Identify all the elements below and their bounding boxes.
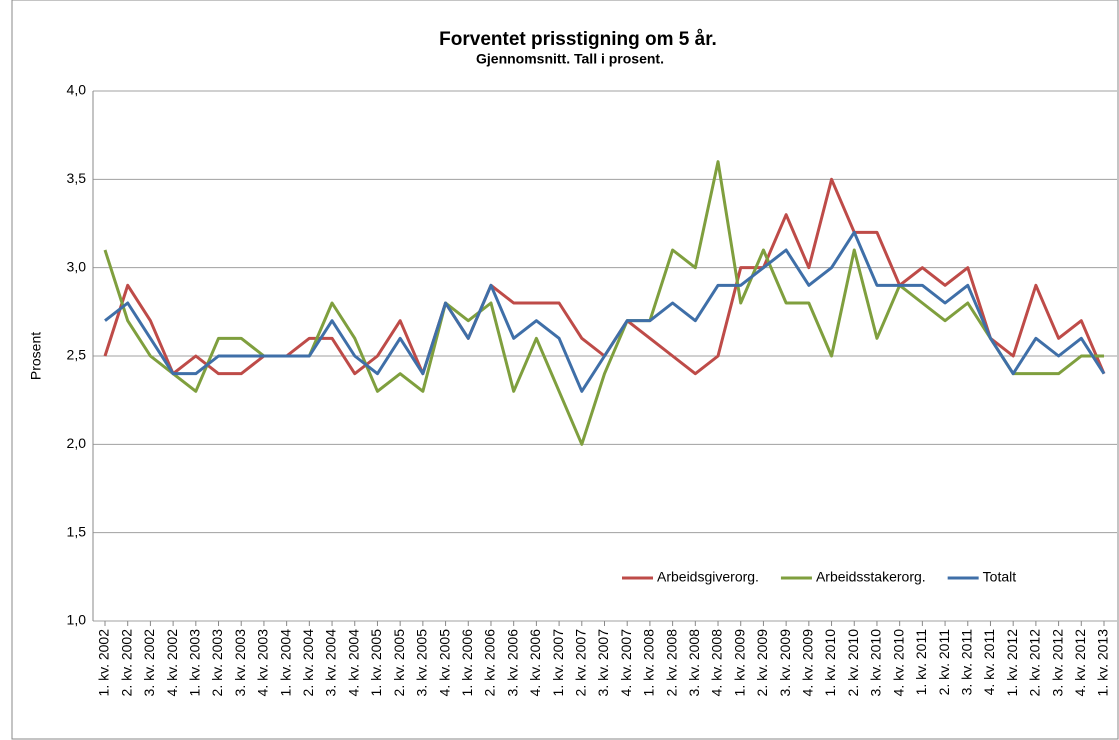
y-axis-label: Prosent	[28, 332, 44, 380]
x-tick-label: 4. kv. 2006	[527, 629, 543, 697]
x-tick-label: 2. kv. 2010	[845, 629, 861, 697]
x-tick-label: 2. kv. 2002	[118, 629, 134, 697]
x-tick-label: 2. kv. 2007	[572, 629, 588, 697]
x-tick-label: 3. kv. 2009	[777, 629, 793, 697]
x-tick-label: 3. kv. 2012	[1049, 629, 1065, 697]
x-tick-label: 1. kv. 2006	[459, 629, 475, 697]
chart-title: Forventet prisstigning om 5 år.	[439, 29, 717, 50]
x-tick-label: 3. kv. 2003	[232, 629, 248, 697]
x-tick-label: 2. kv. 2003	[209, 629, 225, 697]
x-tick-label: 2. kv. 2011	[936, 629, 952, 696]
legend-label: Arbeidsstakerorg.	[816, 569, 926, 585]
x-tick-label: 4. kv. 2005	[436, 629, 452, 697]
x-tick-label: 2. kv. 2008	[663, 629, 679, 697]
x-tick-label: 1. kv. 2010	[822, 629, 838, 697]
x-tick-label: 1. kv. 2005	[368, 629, 384, 697]
y-tick-label: 1,0	[67, 612, 87, 628]
x-tick-label: 3. kv. 2010	[868, 629, 884, 697]
x-tick-label: 3. kv. 2005	[414, 629, 430, 697]
x-tick-label: 1. kv. 2011	[913, 629, 929, 696]
x-tick-label: 1. kv. 2002	[96, 629, 112, 697]
legend-label: Totalt	[983, 569, 1017, 585]
x-tick-label: 1. kv. 2013	[1095, 629, 1111, 697]
x-tick-label: 1. kv. 2009	[731, 629, 747, 697]
y-tick-label: 3,0	[67, 258, 87, 274]
x-tick-label: 3. kv. 2006	[504, 629, 520, 697]
x-tick-label: 4. kv. 2007	[618, 629, 634, 697]
series-line	[104, 230, 1106, 393]
x-tick-label: 4. kv. 2010	[890, 629, 906, 697]
y-tick-label: 4,0	[67, 82, 87, 98]
x-tick-label: 1. kv. 2007	[550, 629, 566, 697]
x-tick-label: 3. kv. 2002	[141, 629, 157, 697]
x-tick-label: 1. kv. 2008	[641, 629, 657, 697]
legend-label: Arbeidsgiverorg.	[657, 569, 759, 585]
x-tick-label: 1. kv. 2003	[187, 629, 203, 697]
y-tick-label: 2,0	[67, 435, 87, 451]
x-tick-label: 2. kv. 2012	[1027, 629, 1043, 697]
x-tick-label: 4. kv. 2009	[800, 629, 816, 697]
x-tick-label: 2. kv. 2004	[300, 629, 316, 697]
x-tick-label: 3. kv. 2007	[595, 629, 611, 697]
x-tick-label: 3. kv. 2011	[958, 629, 974, 696]
x-tick-label: 2. kv. 2009	[754, 629, 770, 697]
x-tick-label: 4. kv. 2011	[981, 629, 997, 696]
x-tick-label: 2. kv. 2006	[482, 629, 498, 697]
x-tick-label: 4. kv. 2003	[255, 629, 271, 697]
y-tick-label: 3,5	[67, 170, 87, 186]
x-tick-label: 4. kv. 2008	[709, 629, 725, 697]
x-tick-label: 4. kv. 2002	[164, 629, 180, 697]
y-tick-label: 1,5	[67, 523, 87, 539]
x-tick-label: 4. kv. 2012	[1072, 629, 1088, 697]
x-tick-label: 3. kv. 2008	[686, 629, 702, 697]
x-tick-label: 3. kv. 2004	[323, 629, 339, 697]
x-tick-label: 4. kv. 2004	[345, 629, 361, 697]
chart-subtitle: Gjennomsnitt. Tall i prosent.	[476, 51, 664, 67]
x-tick-label: 1. kv. 2004	[277, 629, 293, 697]
x-tick-label: 1. kv. 2012	[1004, 629, 1020, 697]
chart-frame	[11, 0, 1119, 740]
y-tick-label: 2,5	[67, 347, 87, 363]
x-tick-label: 2. kv. 2005	[391, 629, 407, 697]
